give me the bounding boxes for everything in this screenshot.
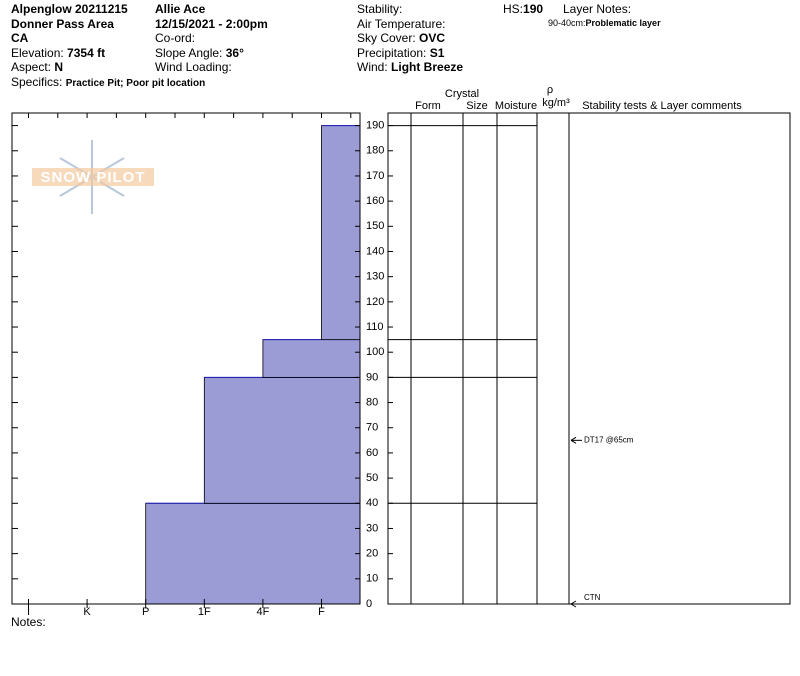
x-tick-label: K — [83, 606, 91, 618]
wind-loading: Wind Loading: — [155, 60, 232, 74]
y-tick-label: 140 — [366, 245, 384, 257]
elevation: 7354 ft — [67, 46, 106, 60]
state: CA — [11, 31, 29, 45]
stability: Stability: — [357, 2, 403, 16]
test-arrowhead — [570, 600, 577, 608]
chart-frame — [11, 112, 361, 605]
notes-label: Notes: — [11, 615, 46, 629]
pit-name: Alpenglow 20211215 — [11, 2, 128, 16]
column-header: Form — [415, 100, 441, 112]
label: Aspect: — [11, 60, 52, 74]
y-tick-label: 0 — [366, 598, 372, 610]
slope: 36° — [225, 46, 244, 60]
y-tick-label: 130 — [366, 271, 384, 283]
y-tick-label: 190 — [366, 119, 384, 131]
column-header: Crystal — [445, 88, 479, 100]
hardness-layer — [262, 339, 361, 378]
y-tick-label: 50 — [366, 472, 378, 484]
y-tick-label: 120 — [366, 296, 384, 308]
sky: OVC — [419, 31, 446, 45]
y-tick-label: 10 — [366, 573, 378, 585]
specifics-row: Specifics: Practice Pit; Poor pit locati… — [11, 75, 205, 89]
test-arrowhead — [570, 436, 577, 444]
air-temp: Air Temperature: — [357, 17, 446, 31]
label: Precipitation: — [357, 46, 427, 60]
range: 90-40cm: — [548, 18, 586, 28]
precip-row: Precipitation: S1 — [357, 46, 444, 60]
wind: Light Breeze — [391, 60, 464, 74]
y-tick-label: 160 — [366, 195, 384, 207]
y-tick-label: 90 — [366, 371, 378, 383]
specifics: Practice Pit; Poor pit location — [65, 78, 206, 89]
y-tick-label: 40 — [366, 497, 378, 509]
label: Wind: — [357, 60, 388, 74]
test-label: DT17 @65cm — [584, 435, 634, 444]
column-header: Stability tests & Layer comments — [582, 100, 742, 112]
label: Specifics: — [11, 75, 63, 89]
y-tick-label: 80 — [366, 396, 378, 408]
column-header: kg/m³ — [542, 97, 570, 109]
label: HS: — [503, 2, 524, 16]
hardness-layer — [145, 502, 361, 605]
x-tick-label: P — [142, 606, 149, 618]
layer-notes-label: Layer Notes: — [563, 2, 632, 16]
y-tick-label: 30 — [366, 522, 378, 534]
area: Donner Pass Area — [11, 17, 114, 31]
table-frame — [387, 112, 791, 605]
coord: Co-ord: — [155, 31, 196, 45]
column-header: Size — [466, 100, 487, 112]
hs-row: HS:190 — [503, 2, 543, 16]
elevation-row: Elevation: 7354 ft — [11, 46, 105, 60]
wind-row: Wind: Light Breeze — [357, 60, 463, 74]
observer: Allie Ace — [155, 2, 206, 16]
y-tick-label: 20 — [366, 548, 378, 560]
y-tick-label: 170 — [366, 170, 384, 182]
layer-note: Problematic layer — [585, 18, 661, 28]
x-tick-label: 1F — [198, 606, 211, 618]
x-tick-label: F — [318, 606, 325, 618]
label: Slope Angle: — [155, 46, 223, 60]
y-tick-label: 110 — [366, 321, 384, 333]
test-label: CTN — [584, 593, 601, 602]
datetime: 12/15/2021 - 2:00pm — [155, 17, 268, 31]
sky-row: Sky Cover: OVC — [357, 31, 445, 45]
hardness-layer — [203, 376, 361, 504]
column-header: ρ — [547, 84, 553, 96]
logo-band — [32, 168, 154, 186]
x-tick-label: I — [27, 606, 30, 618]
y-tick-label: 60 — [366, 447, 378, 459]
layer-note-row: 90-40cm:Problematic layer — [548, 18, 661, 28]
y-tick-label: 100 — [366, 346, 384, 358]
precip: S1 — [429, 46, 445, 60]
slope-row: Slope Angle: 36° — [155, 46, 244, 60]
aspect: N — [54, 60, 64, 74]
hs: 190 — [523, 2, 544, 16]
y-tick-label: 150 — [366, 220, 384, 232]
label: Elevation: — [11, 46, 64, 60]
y-tick-label: 70 — [366, 422, 378, 434]
logo-text: SNOW PILOT — [41, 169, 146, 186]
column-header: Moisture — [495, 100, 537, 112]
label: Sky Cover: — [357, 31, 416, 45]
y-tick-label: 180 — [366, 145, 384, 157]
aspect-row: Aspect: N — [11, 60, 63, 74]
hardness-layer — [321, 125, 361, 341]
x-tick-label: 4F — [256, 606, 269, 618]
